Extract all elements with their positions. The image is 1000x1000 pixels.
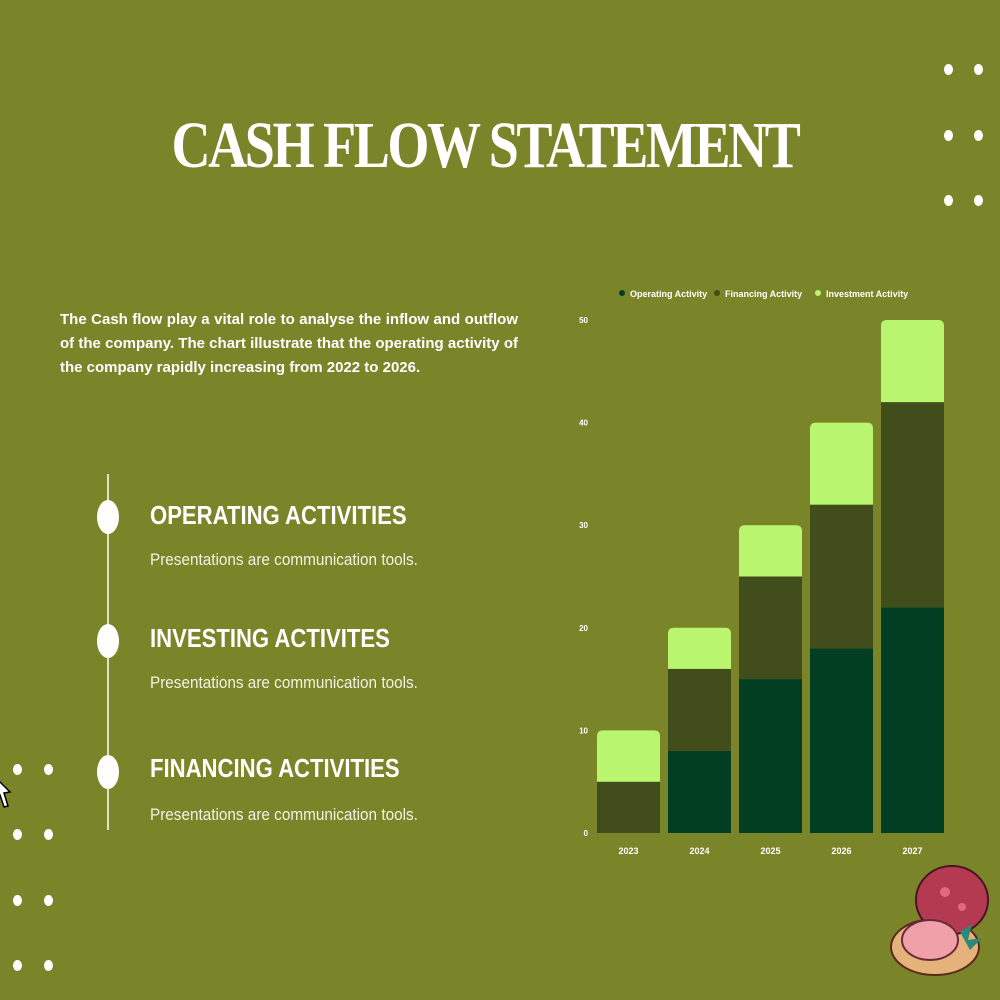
bar-operating-activity-2024 (668, 750, 731, 833)
y-tick-label: 40 (579, 419, 588, 428)
legend-label: Investment Activity (826, 289, 908, 299)
bar-financing-activity-2023 (597, 781, 660, 833)
bar-financing-activity-2027 (881, 402, 944, 608)
timeline-dot (97, 755, 119, 789)
bar-operating-activity-2025 (739, 679, 802, 833)
activity-heading: INVESTING ACTIVITES (150, 623, 390, 653)
bar-operating-activity-2026 (810, 648, 873, 833)
x-tick-label: 2025 (760, 846, 780, 856)
bar-operating-activity-2027 (881, 607, 944, 833)
x-tick-label: 2024 (689, 846, 709, 856)
y-tick-label: 0 (584, 829, 589, 838)
y-tick-label: 50 (579, 316, 588, 325)
bar-financing-activity-2026 (810, 504, 873, 649)
bar-financing-activity-2024 (668, 668, 731, 751)
legend-swatch (815, 290, 821, 296)
activity-text: Presentations are communication tools. (150, 805, 418, 824)
timeline-dot (97, 624, 119, 658)
y-tick-label: 30 (579, 521, 588, 530)
activity-text: Presentations are communication tools. (150, 673, 418, 692)
x-tick-label: 2027 (902, 846, 922, 856)
page-title: CASH FLOW STATEMENT (171, 109, 801, 182)
activity-heading: OPERATING ACTIVITIES (150, 500, 407, 530)
mouse-cursor-icon (0, 780, 12, 808)
legend-label: Operating Activity (630, 289, 707, 299)
legend-swatch (714, 290, 720, 296)
y-tick-label: 20 (579, 624, 588, 633)
activity-heading: FINANCING ACTIVITIES (150, 753, 400, 783)
bar-investment-activity-2024 (668, 627, 731, 669)
bar-investment-activity-2026 (810, 422, 873, 505)
ham-illustration (890, 865, 989, 976)
bar-financing-activity-2025 (739, 576, 802, 680)
cash-flow-chart: Operating Activity Financing Activity Inve… (579, 289, 944, 856)
activity-text: Presentations are communication tools. (150, 550, 418, 569)
y-axis: 0 10 20 30 40 50 (579, 316, 588, 838)
legend-swatch (619, 290, 625, 296)
bars (597, 320, 944, 833)
bar-investment-activity-2027 (881, 320, 944, 403)
x-tick-label: 2026 (831, 846, 851, 856)
x-axis: 2023 2024 2025 2026 2027 (618, 846, 922, 856)
chart-legend: Operating Activity Financing Activity Inve… (619, 289, 908, 299)
timeline-dot (97, 500, 119, 534)
y-tick-label: 10 (579, 726, 588, 735)
legend-label: Financing Activity (725, 289, 802, 299)
intro-text: The Cash flow play a vital role to analy… (60, 311, 518, 376)
bar-investment-activity-2025 (739, 525, 802, 577)
x-tick-label: 2023 (618, 846, 638, 856)
bar-investment-activity-2023 (597, 730, 660, 782)
